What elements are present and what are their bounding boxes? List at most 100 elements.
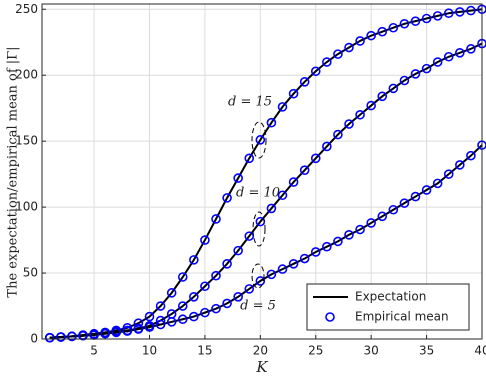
empirical-marker bbox=[133, 324, 144, 334]
empirical-marker bbox=[310, 66, 321, 77]
curve-annotation: d = 10 bbox=[236, 186, 280, 201]
empirical-marker bbox=[322, 141, 332, 152]
empirical-marker bbox=[333, 236, 343, 247]
empirical-marker bbox=[299, 253, 310, 264]
empirical-marker bbox=[421, 13, 432, 24]
empirical-marker bbox=[299, 165, 310, 175]
empirical-marker bbox=[355, 36, 365, 46]
y-tick-label: 50 bbox=[23, 266, 38, 280]
empirical-marker bbox=[155, 301, 166, 311]
x-tick-label: 25 bbox=[308, 344, 323, 358]
empirical-marker bbox=[78, 330, 88, 341]
empirical-marker bbox=[189, 291, 199, 302]
y-tick-label: 250 bbox=[15, 2, 38, 16]
empirical-marker bbox=[299, 77, 310, 87]
empirical-marker bbox=[100, 328, 110, 339]
y-tick-label: 200 bbox=[15, 68, 38, 82]
empirical-marker bbox=[443, 51, 454, 62]
empirical-marker bbox=[377, 211, 388, 222]
empirical-marker bbox=[144, 322, 155, 332]
empirical-marker bbox=[166, 288, 177, 298]
legend-label: Empirical mean bbox=[355, 310, 449, 324]
legend: Expectation Empirical mean bbox=[306, 283, 470, 331]
empirical-marker bbox=[344, 230, 354, 240]
empirical-marker bbox=[455, 7, 465, 17]
y-tick-label: 100 bbox=[15, 200, 38, 214]
empirical-marker bbox=[233, 173, 243, 183]
empirical-marker bbox=[388, 83, 399, 94]
empirical-marker bbox=[277, 102, 288, 112]
empirical-marker bbox=[266, 203, 277, 214]
empirical-marker bbox=[455, 160, 465, 170]
empirical-marker bbox=[200, 281, 210, 292]
empirical-marker bbox=[410, 69, 421, 79]
y-axis-label: The expectation/empirical mean of |Γ| bbox=[6, 46, 21, 297]
legend-label: Expectation bbox=[355, 290, 426, 304]
empirical-marker bbox=[122, 326, 133, 336]
empirical-marker bbox=[277, 190, 288, 201]
empirical-marker bbox=[322, 241, 332, 252]
empirical-marker bbox=[366, 218, 376, 228]
empirical-marker bbox=[255, 135, 266, 145]
empirical-marker bbox=[155, 319, 166, 330]
empirical-marker bbox=[211, 303, 221, 314]
empirical-marker bbox=[377, 26, 388, 37]
empirical-marker bbox=[466, 5, 476, 16]
empirical-marker bbox=[222, 259, 232, 269]
empirical-marker bbox=[366, 30, 376, 41]
empirical-marker bbox=[211, 214, 221, 224]
empirical-marker bbox=[189, 255, 199, 265]
curve-annotation: d = 15 bbox=[228, 95, 272, 110]
empirical-marker bbox=[56, 332, 66, 342]
x-tick-label: 5 bbox=[90, 344, 98, 358]
empirical-marker bbox=[310, 153, 321, 164]
plot-area bbox=[42, 4, 482, 339]
empirical-marker bbox=[277, 264, 288, 274]
empirical-marker bbox=[244, 153, 255, 164]
empirical-marker bbox=[432, 11, 443, 21]
ellipse bbox=[251, 121, 267, 159]
empirical-marker bbox=[166, 317, 177, 327]
empirical-marker bbox=[144, 311, 155, 322]
legend-marker bbox=[325, 312, 335, 322]
empirical-marker bbox=[399, 75, 410, 86]
empirical-marker bbox=[177, 272, 188, 282]
empirical-marker bbox=[177, 314, 188, 325]
x-tick-label: 10 bbox=[142, 344, 157, 358]
plot-frame bbox=[41, 3, 483, 340]
empirical-marker bbox=[344, 42, 354, 53]
y-tick-label: 0 bbox=[30, 332, 38, 346]
expectation-line bbox=[49, 8, 483, 339]
empirical-marker bbox=[443, 8, 454, 19]
empirical-marker bbox=[177, 301, 188, 311]
empirical-marker bbox=[388, 204, 399, 215]
empirical-marker bbox=[288, 177, 299, 187]
empirical-marker bbox=[355, 109, 365, 120]
empirical-marker bbox=[244, 231, 255, 241]
empirical-marker bbox=[410, 16, 421, 26]
empirical-marker bbox=[222, 193, 232, 203]
empirical-marker bbox=[399, 198, 410, 208]
empirical-marker bbox=[310, 247, 321, 257]
empirical-marker bbox=[67, 331, 77, 342]
empirical-marker bbox=[244, 284, 255, 294]
x-tick-label: 35 bbox=[419, 344, 434, 358]
ellipse bbox=[251, 263, 265, 289]
empirical-marker bbox=[111, 327, 122, 338]
empirical-marker bbox=[333, 49, 343, 59]
empirical-marker bbox=[133, 318, 144, 328]
empirical-marker bbox=[288, 259, 299, 269]
empirical-marker bbox=[344, 119, 354, 129]
empirical-marker bbox=[355, 224, 365, 235]
empirical-marker bbox=[233, 291, 243, 302]
empirical-marker bbox=[466, 150, 476, 161]
empirical-marker bbox=[399, 18, 410, 29]
empirical-marker bbox=[211, 270, 221, 281]
x-axis-label: K bbox=[255, 358, 268, 376]
empirical-marker bbox=[288, 88, 299, 99]
empirical-marker bbox=[366, 100, 376, 111]
empirical-marker bbox=[432, 178, 443, 189]
x-tick-label: 40 bbox=[474, 344, 486, 358]
empirical-marker bbox=[421, 185, 432, 195]
